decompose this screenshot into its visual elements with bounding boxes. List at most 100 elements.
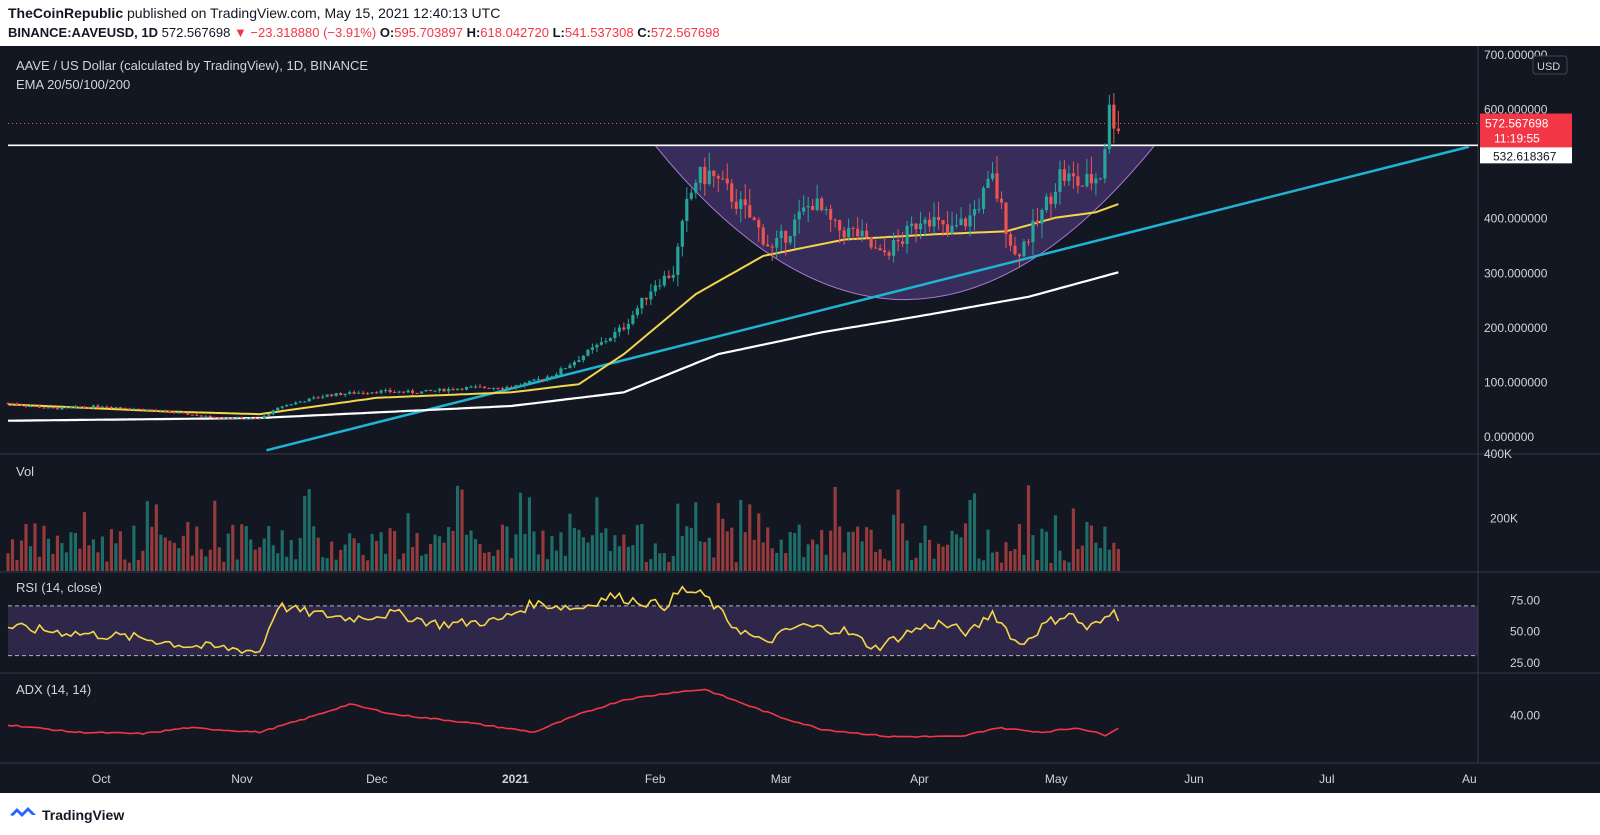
volume-bar <box>357 543 361 571</box>
volume-bar <box>793 533 797 571</box>
candle-body <box>590 347 594 350</box>
volume-bar <box>779 539 783 571</box>
candle-body <box>703 166 707 185</box>
volume-bar <box>411 547 415 571</box>
candle-body <box>1058 169 1062 192</box>
volume-bar <box>6 553 10 571</box>
volume-bar <box>96 552 100 571</box>
candle-body <box>671 274 675 278</box>
candle-body <box>523 382 527 386</box>
candle-body <box>375 392 379 394</box>
time-tick-label: Jul <box>1319 772 1334 786</box>
candle-body <box>977 208 981 210</box>
volume-bar <box>874 552 878 571</box>
volume-bar <box>505 526 509 571</box>
volume-bar <box>15 559 19 571</box>
volume-bar <box>581 537 585 571</box>
volume-bar <box>811 539 815 571</box>
price-tick-label: 400.000000 <box>1484 212 1548 226</box>
time-tick-label: Jun <box>1184 772 1203 786</box>
candle-body <box>963 218 968 227</box>
candle-body <box>78 406 82 408</box>
candle-body <box>181 412 185 414</box>
candle-body <box>748 205 752 218</box>
candle-body <box>874 247 878 249</box>
volume-bar <box>716 503 720 571</box>
volume-bar <box>199 549 203 571</box>
chart-svg[interactable]: AAVE / US Dollar (calculated by TradingV… <box>0 46 1600 793</box>
volume-bar <box>1026 485 1031 571</box>
volume-bar <box>545 559 550 571</box>
volume-bar <box>109 529 113 571</box>
candle-body <box>469 386 473 388</box>
candle-body <box>307 398 311 402</box>
volume-bar <box>815 544 819 571</box>
candle-body <box>631 315 635 324</box>
candle-body <box>303 401 307 403</box>
volume-bar <box>626 546 630 571</box>
candle-body <box>950 225 954 234</box>
volume-bar <box>154 504 158 571</box>
candle-body <box>150 409 154 411</box>
volume-bar <box>375 540 379 571</box>
volume-bar <box>954 534 959 571</box>
candle-body <box>883 250 887 253</box>
volume-bar <box>761 542 765 571</box>
volume-bar <box>258 547 262 571</box>
volume-bar <box>568 513 572 571</box>
candle-body <box>24 405 28 407</box>
volume-bar <box>469 530 473 571</box>
candle-body <box>1116 128 1120 132</box>
volume-bar <box>325 558 329 571</box>
candle-body <box>649 291 653 300</box>
candle-body <box>145 409 149 411</box>
publisher-name[interactable]: TheCoinRepublic <box>8 5 124 21</box>
candle-body <box>154 410 158 412</box>
volume-bar <box>604 528 608 571</box>
candle-body <box>388 390 392 392</box>
candle-body <box>217 417 221 419</box>
candle-body <box>96 405 100 408</box>
candle-body <box>662 275 666 286</box>
candle-body <box>1112 104 1116 129</box>
high-label: H: <box>466 25 481 40</box>
time-tick-label: Mar <box>771 772 792 786</box>
chart-area[interactable]: AAVE / US Dollar (calculated by TradingV… <box>0 46 1600 793</box>
rsi-band <box>8 605 1478 656</box>
volume-bar <box>1071 508 1075 571</box>
volume-bar <box>64 552 69 571</box>
volume-bar <box>406 513 410 571</box>
tradingview-brand[interactable]: TradingView <box>42 806 125 823</box>
price-tick-label: 100.000000 <box>1484 375 1548 389</box>
candle-body <box>294 402 298 405</box>
volume-bar <box>280 530 284 571</box>
volume-bar <box>393 531 397 571</box>
candle-body <box>820 198 824 211</box>
volume-bar <box>653 543 657 571</box>
candle-body <box>865 230 869 238</box>
candle-body <box>204 415 208 417</box>
candle-body <box>1103 148 1107 179</box>
volume-bar <box>644 561 648 571</box>
candle-body <box>541 379 545 381</box>
candle-body <box>19 404 24 406</box>
rsi-line <box>7 585 1120 655</box>
candle-body <box>496 387 500 389</box>
candle-body <box>766 244 770 247</box>
ema-50-line <box>7 203 1119 416</box>
volume-bar <box>608 551 612 571</box>
volume-bar <box>55 535 60 571</box>
volume-bar <box>685 526 689 571</box>
candle-body <box>518 385 523 387</box>
candle-body <box>460 388 464 390</box>
volume-bar <box>82 512 86 571</box>
candle-body <box>118 407 122 409</box>
volume-bar <box>172 542 176 571</box>
volume-bar <box>775 552 779 571</box>
close-label: C: <box>637 25 651 40</box>
candle-body <box>267 414 271 416</box>
candle-body <box>914 223 918 230</box>
candle-body <box>563 368 568 370</box>
volume-bar <box>312 526 316 571</box>
volume-bar <box>298 538 302 571</box>
